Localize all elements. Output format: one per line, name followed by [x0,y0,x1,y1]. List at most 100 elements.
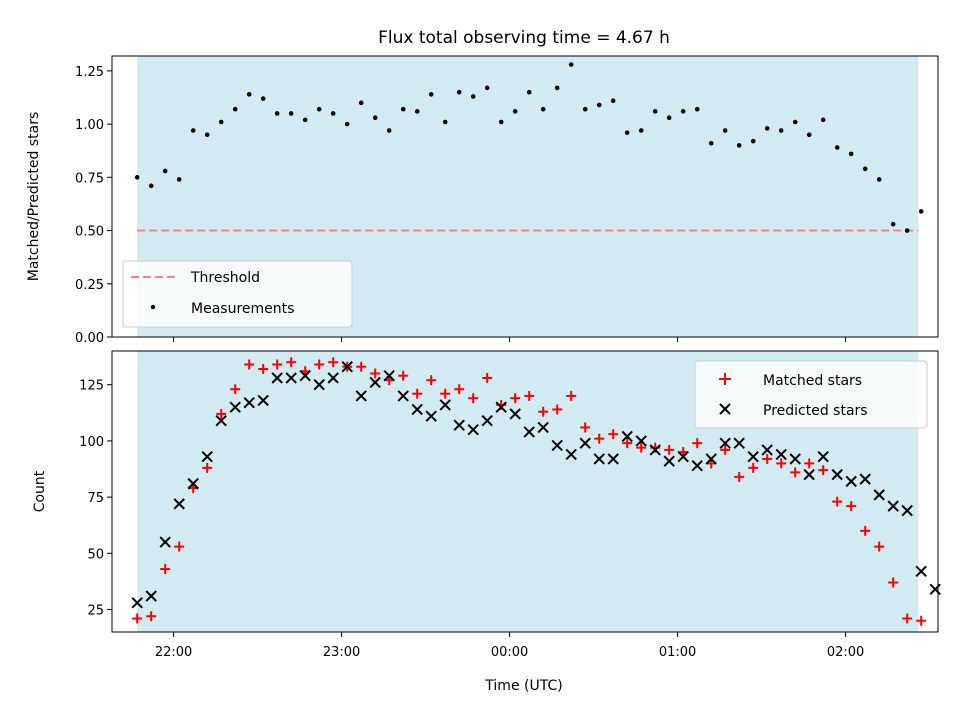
bottom-ytick-label: 75 [87,491,104,506]
top-y-axis-label: Matched/Predicted stars [26,112,42,282]
measurement-point [582,106,588,112]
matched-star-point [454,384,465,395]
predicted-star-point [495,401,507,413]
matched-star-point [636,442,647,453]
predicted-star-point [565,448,577,461]
matched-star-point [860,525,871,536]
measurement-point [274,111,280,116]
measurement-point [540,106,546,112]
bottom-ytick-label: 125 [79,379,104,394]
predicted-star-point [145,590,157,602]
measurement-point [834,145,840,150]
predicted-star-point [761,444,773,456]
measurement-point [162,168,168,174]
measurement-point [638,128,644,133]
matched-star-point [132,613,143,624]
matched-star-point [146,611,157,622]
matched-star-point [888,577,899,588]
predicted-star-point [257,394,269,407]
top-ytick-label: 0.50 [75,225,104,240]
measurement-point [218,119,224,125]
predicted-star-point [425,410,437,422]
matched-star-point [412,388,423,399]
bottom-xtick-label: 01:00 [659,645,696,660]
predicted-star-point [509,408,521,420]
matched-star-point [216,408,227,419]
measurement-point [498,119,504,125]
predicted-star-point [369,376,381,389]
matched-star-point [398,370,409,381]
bottom-ytick-label: 25 [87,604,104,619]
predicted-star-point [831,468,843,481]
bottom-xtick-label: 23:00 [323,645,360,660]
predicted-star-point [635,435,647,447]
top-ytick-label: 0.75 [75,171,104,186]
measurement-point [176,177,182,182]
matched-star-point [426,375,437,386]
matched-star-point [552,404,563,415]
matched-star-point [846,501,857,512]
matched-star-point [776,458,787,469]
bottom-legend-box [694,360,928,429]
predicted-star-point [537,421,549,434]
measurement-point [764,126,770,131]
matched-star-point [160,564,171,575]
measurement-points [134,62,924,233]
matched-star-point [510,393,521,404]
bottom-ytick-label: 100 [79,435,104,450]
matched-star-point [692,438,703,449]
matched-star-point [818,465,829,476]
predicted-star-point [327,372,339,384]
measurement-point [624,130,630,135]
predicted-star-point [201,450,213,463]
measurement-point [862,166,868,172]
predicted-star-point [159,536,171,548]
predicted-star-point [607,453,619,465]
measurement-point [806,132,812,138]
measurement-point [246,92,252,97]
matched-star-point [314,359,325,370]
matched-star-point [594,433,605,444]
matched-star-point [328,357,339,368]
top-ytick-label: 0.00 [75,331,104,346]
matched-star-point [244,359,255,370]
measurement-point [134,175,140,180]
predicted-star-point [229,401,241,413]
matched-star-point [538,406,549,417]
predicted-star-point [789,453,801,465]
matched-star-point [272,359,283,370]
predicted-star-point [173,498,185,510]
matched-star-point [664,444,675,455]
measurement-point [778,128,784,133]
matched-star-point [902,613,913,624]
predicted-star-point [621,430,633,443]
measurement-point [568,62,574,67]
predicted-star-point [663,455,675,467]
measurement-point [512,109,518,114]
measurement-point [302,117,308,123]
predicted-star-point [873,489,885,501]
bottom-x-ticks: 22:00 23:00 00:00 01:00 02:00 [155,632,864,660]
predicted-star-point [747,450,759,463]
matched-star-point [874,541,885,552]
measurement-point [428,92,434,97]
measurement-point [372,115,378,121]
bottom-y-ticks: 25 50 75 100 125 [79,379,112,619]
predicted-star-point [187,477,199,490]
top-legend-box [122,260,353,328]
measurement-point [484,85,490,91]
measurement-point [148,183,154,189]
measurement-point [610,98,616,104]
measurement-point [232,106,238,112]
predicted-star-point [915,565,927,578]
predicted-star-point [719,437,731,449]
predicted-star-point [901,504,913,517]
predicted-star-point [215,414,227,427]
bottom-axes-frame [111,350,939,633]
predicted-star-point [803,468,815,481]
predicted-star-point [593,453,605,465]
matched-star-point [832,496,843,507]
measurement-point [386,128,392,133]
measurement-point [792,119,798,125]
matched-legend-swatch [719,373,731,385]
